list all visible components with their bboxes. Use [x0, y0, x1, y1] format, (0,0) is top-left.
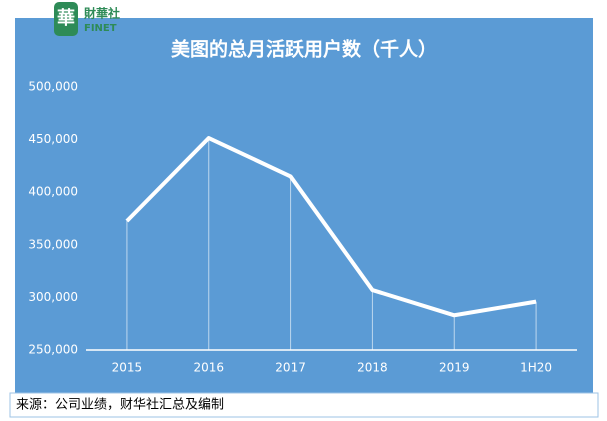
logo-glyph: 華 — [57, 7, 75, 29]
chart-background — [15, 18, 593, 393]
x-tick-label: 2017 — [275, 361, 306, 375]
source-box — [9, 392, 599, 418]
y-tick-label: 500,000 — [28, 80, 78, 94]
logo-name: 財華社 — [83, 6, 120, 21]
y-tick-label: 250,000 — [28, 343, 78, 357]
logo-sub: FINET — [84, 23, 117, 34]
x-tick-label: 2015 — [112, 361, 143, 375]
logo-mark — [54, 2, 78, 36]
y-tick-label: 450,000 — [28, 132, 78, 146]
x-tick-label: 2018 — [357, 361, 388, 375]
y-tick-label: 400,000 — [28, 185, 78, 199]
source-note: 来源：公司业绩，财华社汇总及编制 — [16, 397, 224, 413]
x-tick-label: 2016 — [193, 361, 224, 375]
y-tick-label: 300,000 — [28, 290, 78, 304]
x-tick-label: 1H20 — [520, 361, 552, 375]
data-line — [125, 136, 537, 318]
x-tick-label: 2019 — [439, 361, 470, 375]
chart-title: 美图的总月活跃用户数（千人） — [171, 38, 437, 61]
y-tick-label: 350,000 — [28, 237, 78, 251]
